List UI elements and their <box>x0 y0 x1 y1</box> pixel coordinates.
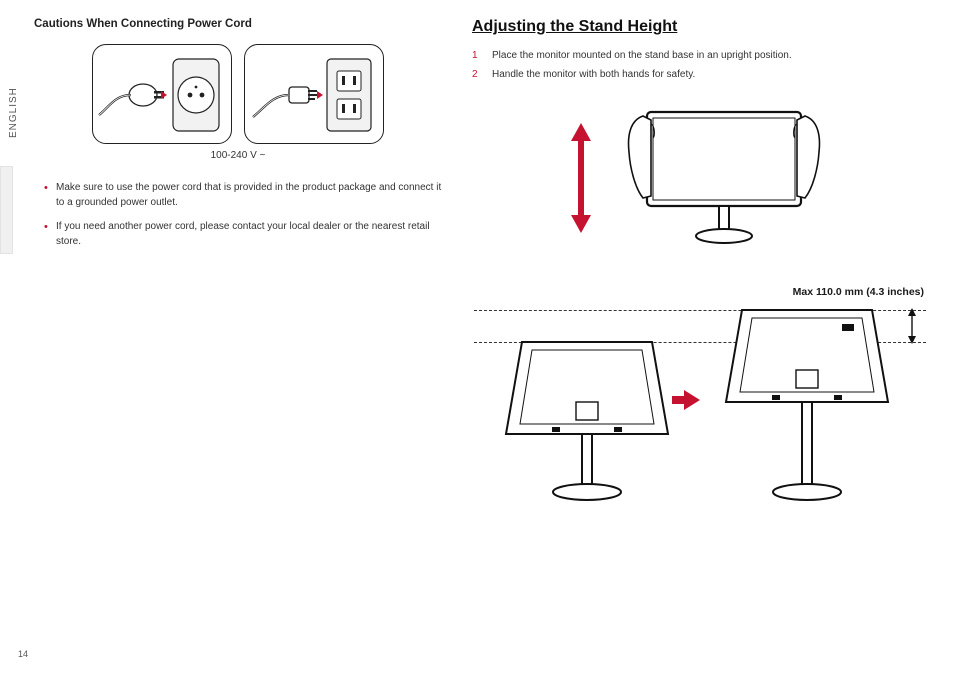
updown-arrow-icon <box>567 123 595 233</box>
caution-heading: Cautions When Connecting Power Cord <box>34 18 442 30</box>
tab-bar <box>0 166 13 254</box>
section-title: Adjusting the Stand Height <box>472 18 934 36</box>
monitor-hands-icon <box>609 98 839 258</box>
step-list: Place the monitor mounted on the stand b… <box>472 48 934 82</box>
language-tab: ENGLISH <box>0 18 34 655</box>
language-label: ENGLISH <box>8 87 19 138</box>
caution-list: Make sure to use the power cord that is … <box>34 181 442 249</box>
max-height-label: Max 110.0 mm (4.3 inches) <box>472 286 934 298</box>
manual-page: ENGLISH Cautions When Connecting Power C… <box>0 0 954 673</box>
step-item: Handle the monitor with both hands for s… <box>472 67 934 82</box>
step-item: Place the monitor mounted on the stand b… <box>472 48 934 63</box>
height-diagram <box>472 302 934 522</box>
page-number: 14 <box>18 649 28 659</box>
power-cord-figures <box>34 44 442 144</box>
monitor-hold-figure <box>472 98 934 258</box>
caution-item: If you need another power cord, please c… <box>44 220 442 249</box>
left-column: Cautions When Connecting Power Cord <box>34 18 464 655</box>
us-plug-figure <box>244 44 384 144</box>
right-column: Adjusting the Stand Height Place the mon… <box>464 18 934 655</box>
caution-item: Make sure to use the power cord that is … <box>44 181 442 210</box>
voltage-caption: 100-240 V ~ <box>34 150 442 161</box>
eu-plug-figure <box>92 44 232 144</box>
